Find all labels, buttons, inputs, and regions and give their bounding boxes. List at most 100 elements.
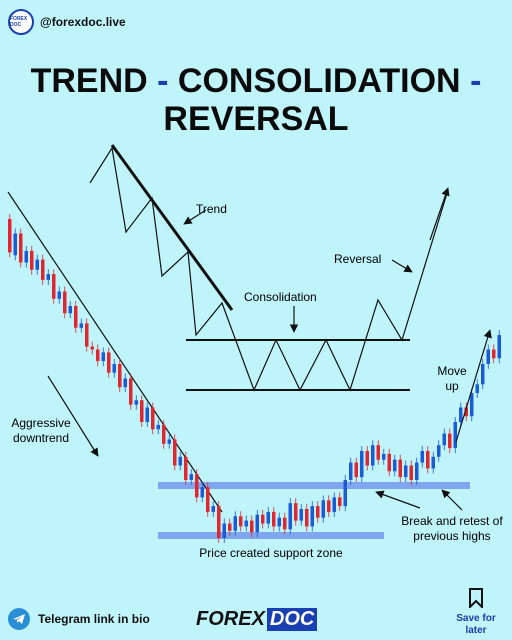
move-up-arrow	[455, 329, 492, 443]
support-zone	[158, 532, 384, 539]
account-handle[interactable]: @forexdoc.live	[40, 15, 126, 29]
bearish-candle	[74, 306, 78, 328]
bullish-candle	[178, 456, 182, 466]
bullish-candle	[321, 500, 325, 518]
bullish-candle	[189, 474, 193, 480]
telegram-icon	[8, 608, 30, 630]
bearish-candle	[41, 259, 45, 280]
downtrend-line	[7, 191, 223, 513]
bullish-candle	[68, 306, 72, 314]
label-move-up: Move up	[437, 364, 467, 393]
bullish-candle	[200, 487, 204, 498]
bearish-candle	[52, 274, 56, 299]
bullish-candle	[470, 393, 474, 417]
bearish-candle	[151, 407, 155, 430]
bearish-candle	[448, 433, 452, 449]
resistance-zone	[158, 482, 470, 489]
title-dash-2: -	[470, 62, 482, 100]
bullish-candle	[442, 433, 446, 446]
bearish-candle	[365, 451, 369, 466]
bearish-candle	[162, 424, 166, 444]
bearish-candle	[272, 511, 276, 527]
label-support-zone: Price created support zone	[199, 546, 343, 560]
bearish-candle	[376, 445, 380, 460]
break-retest-arrow-2	[441, 489, 463, 511]
label-aggressive-downtrend: Aggressive downtrend	[11, 416, 71, 445]
bearish-candle	[19, 233, 23, 263]
bullish-candle	[382, 453, 386, 460]
bullish-candle	[310, 506, 314, 527]
telegram-link[interactable]: Telegram link in bio	[8, 608, 150, 630]
bullish-candle	[57, 291, 61, 299]
label-reversal: Reversal	[334, 252, 382, 266]
bearish-candle	[90, 346, 94, 350]
bearish-candle	[140, 400, 144, 422]
bullish-candle	[415, 462, 419, 480]
reversal-arrow	[429, 187, 450, 241]
bullish-candle	[349, 462, 353, 480]
bullish-candle	[134, 400, 138, 405]
bullish-candle	[431, 456, 435, 469]
bullish-candle	[255, 514, 259, 533]
candlestick-series	[8, 214, 501, 543]
bearish-candle	[426, 451, 430, 469]
bullish-candle	[233, 516, 237, 531]
bearish-candle	[338, 497, 342, 507]
bullish-candle	[371, 445, 375, 466]
bullish-candle	[79, 323, 83, 328]
brand-wordmark: FOREX DOC	[196, 608, 318, 631]
bullish-candle	[420, 451, 424, 463]
brand-forex: FOREX	[196, 608, 265, 630]
bearish-candle	[250, 520, 254, 533]
bullish-candle	[222, 523, 226, 538]
bullish-candle	[343, 480, 347, 507]
bearish-candle	[129, 378, 133, 405]
bullish-candle	[332, 497, 336, 512]
save-for-later-button[interactable]: Save for later	[448, 588, 504, 637]
bullish-candle	[35, 259, 39, 270]
bullish-candle	[211, 506, 215, 512]
bullish-candle	[404, 465, 408, 478]
bearish-candle	[173, 439, 177, 466]
bullish-candle	[393, 459, 397, 472]
label-consolidation: Consolidation	[244, 290, 317, 304]
bearish-candle	[464, 407, 468, 417]
bearish-candle	[63, 291, 67, 314]
bullish-candle	[360, 451, 364, 478]
bullish-candle	[112, 364, 116, 373]
bullish-candle	[145, 407, 149, 422]
bullish-candle	[288, 503, 292, 530]
bearish-candle	[261, 514, 265, 524]
bullish-candle	[453, 422, 457, 449]
bullish-candle	[244, 520, 248, 527]
brand-doc: DOC	[266, 608, 318, 631]
label-break-retest: Break and retest of previous highs	[401, 514, 503, 543]
bearish-candle	[327, 500, 331, 512]
bullish-candle	[486, 349, 490, 364]
bookmark-icon	[469, 588, 483, 610]
consolidation-zigzag	[235, 189, 449, 392]
save-label: Save for later	[456, 613, 496, 636]
brand-logo[interactable]: FOREX DOC	[8, 9, 34, 35]
aggressive-label-arrow	[47, 375, 99, 457]
bearish-candle	[118, 364, 122, 388]
bullish-candle	[277, 517, 281, 527]
bearish-candle	[195, 474, 199, 498]
bullish-candle	[101, 352, 105, 362]
trend-line	[110, 144, 234, 311]
bearish-candle	[8, 219, 12, 253]
bearish-candle	[294, 503, 298, 521]
header: FOREX DOC @forexdoc.live	[8, 8, 126, 36]
bullish-candle	[46, 274, 50, 280]
bullish-candle	[497, 335, 501, 359]
bullish-candle	[266, 511, 270, 524]
bullish-candle	[437, 445, 441, 457]
label-trend: Trend	[196, 202, 227, 216]
reversal-label-arrow	[391, 259, 413, 273]
bullish-candle	[459, 407, 463, 422]
bullish-candle	[299, 509, 303, 521]
bearish-candle	[228, 523, 232, 531]
bearish-candle	[398, 459, 402, 478]
bullish-candle	[24, 250, 28, 263]
bullish-candle	[123, 378, 127, 388]
